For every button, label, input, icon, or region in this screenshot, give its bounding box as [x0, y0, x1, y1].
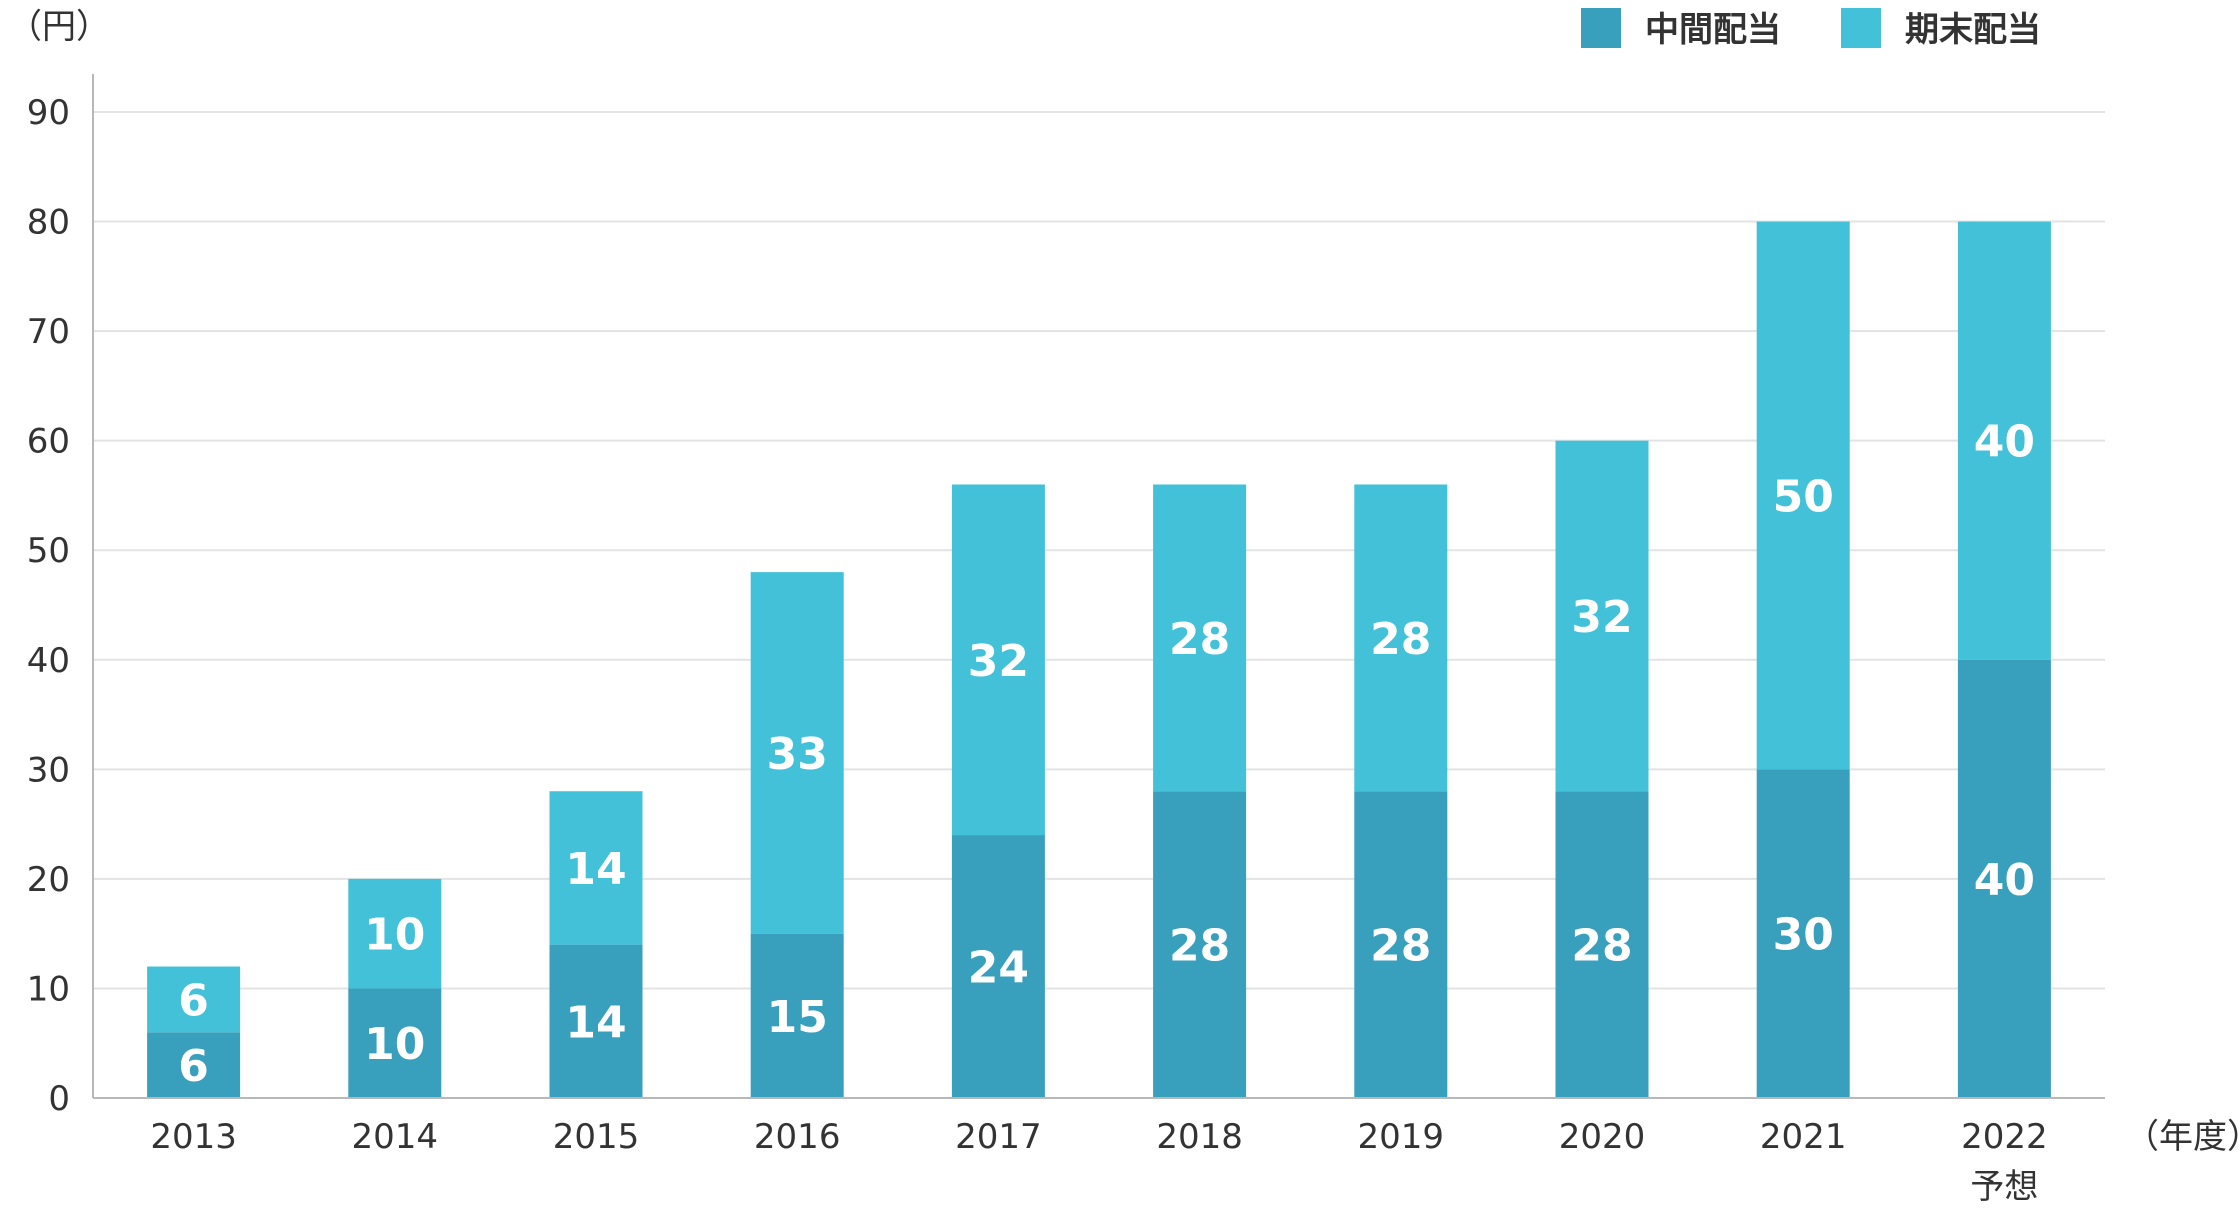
x-tick-sublabel: 予想: [1970, 1167, 2038, 1206]
x-tick-label: 2016: [754, 1117, 841, 1157]
data-label: 40: [1974, 855, 2035, 906]
y-tick-label: 90: [27, 93, 70, 133]
data-label: 28: [1571, 921, 1632, 972]
bar-segment-year-end: [1756, 221, 1850, 770]
bar-segment-interim: [1555, 791, 1649, 1098]
data-label: 28: [1169, 614, 1230, 665]
data-label: 32: [968, 636, 1029, 687]
data-label: 28: [1370, 614, 1431, 665]
bar-segment-year-end: [549, 791, 643, 945]
data-label: 28: [1169, 921, 1230, 972]
bar-segment-interim: [1957, 659, 2051, 1098]
legend-swatch-interim: [1581, 8, 1621, 48]
y-tick-label: 10: [27, 969, 70, 1009]
data-label: 30: [1773, 910, 1834, 961]
data-label: 6: [178, 1041, 209, 1092]
x-tick-label: 2018: [1156, 1117, 1243, 1157]
bar-segment-interim: [549, 944, 643, 1098]
bar-segment-year-end: [951, 484, 1045, 836]
data-label: 6: [178, 975, 209, 1026]
legend-swatch-year-end: [1841, 8, 1881, 48]
x-axis-unit-label: （年度）: [2125, 1117, 2240, 1157]
bar-segment-year-end: [1153, 484, 1247, 792]
y-tick-label: 80: [27, 203, 70, 243]
x-tick-label: 2015: [553, 1117, 640, 1157]
y-tick-label: 40: [27, 641, 70, 681]
bar-segment-year-end: [1354, 484, 1448, 792]
bar-segment-interim: [750, 933, 844, 1098]
bar-segment-year-end: [348, 878, 442, 989]
bar-segment-interim: [1153, 791, 1247, 1098]
data-label: 40: [1974, 417, 2035, 468]
data-label: 15: [767, 992, 828, 1043]
y-tick-label: 50: [27, 531, 70, 571]
bar-segment-interim: [951, 835, 1045, 1098]
x-tick-label: 2017: [955, 1117, 1042, 1157]
bar-segment-year-end: [750, 572, 844, 934]
bar-segment-interim: [147, 1032, 241, 1098]
x-tick-label: 2019: [1358, 1117, 1445, 1157]
data-label: 10: [364, 1019, 425, 1070]
data-label: 10: [364, 910, 425, 961]
data-label: 14: [565, 997, 626, 1048]
y-tick-label: 60: [27, 422, 70, 462]
legend-label-year-end: 期末配当: [1905, 10, 2041, 50]
bars: [147, 221, 2051, 1098]
legend-label-interim: 中間配当: [1645, 10, 1781, 50]
data-label: 24: [968, 943, 1029, 994]
x-tick-label: 2013: [150, 1117, 237, 1157]
labels: 6 6 10 10 14 14 15 33 24 32 28 28 28 28 28 32 30 50 40 40: [178, 417, 2035, 1092]
y-tick-label: 20: [27, 860, 70, 900]
data-label: 33: [767, 729, 828, 780]
x-tick-label: 2020: [1559, 1117, 1646, 1157]
legend: 中間配当 期末配当: [1581, 8, 2041, 50]
bar-segment-year-end: [147, 966, 241, 1033]
bar-segment-year-end: [1957, 221, 2051, 660]
bar-segment-year-end: [1555, 440, 1649, 792]
bar-segment-interim: [1354, 791, 1448, 1098]
y-tick-label: 0: [48, 1079, 70, 1119]
y-tick-label: 70: [27, 312, 70, 352]
data-label: 50: [1773, 471, 1834, 522]
x-tick-label: 2014: [352, 1117, 439, 1157]
bar-segment-interim: [348, 988, 442, 1098]
bar-segment-interim: [1756, 769, 1850, 1098]
data-label: 14: [565, 844, 626, 895]
data-label: 32: [1571, 592, 1632, 643]
x-tick-label: 2021: [1760, 1117, 1847, 1157]
y-axis-unit-label: （円）: [8, 7, 110, 47]
axes: 0 10 20 30 40 50 60 70 80 90 2013 2014 2015 2016 2017 2…: [27, 74, 2105, 1207]
data-label: 28: [1370, 921, 1431, 972]
x-tick-label: 2022: [1961, 1117, 2048, 1157]
y-tick-label: 30: [27, 750, 70, 790]
